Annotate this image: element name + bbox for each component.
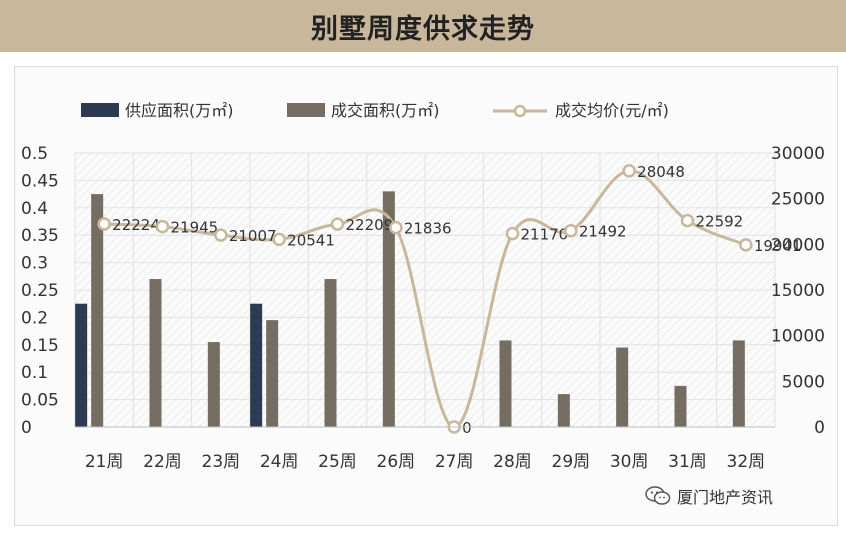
legend-swatch-supply (81, 103, 119, 117)
x-tick-label: 30周 (610, 452, 649, 472)
x-tick-label: 32周 (727, 452, 766, 472)
bar-supply-area (250, 303, 263, 427)
chart-title: 别墅周度供求走势 (311, 13, 535, 45)
x-tick-label: 21周 (85, 452, 124, 472)
bar-deal-area (732, 340, 745, 427)
legend-label-price: 成交均价(元/㎡) (555, 101, 669, 120)
y-left-tick-label: 0.2 (21, 308, 48, 328)
bar-deal-area (91, 194, 104, 427)
x-tick-label: 27周 (435, 452, 474, 472)
price-point (214, 228, 228, 242)
bar-deal-area (382, 191, 395, 427)
bar-deal-area (499, 340, 512, 427)
x-tick-label: 31周 (668, 452, 707, 472)
price-point (505, 226, 520, 241)
y-left-tick-label: 0.4 (21, 199, 48, 219)
price-point (622, 164, 636, 178)
y-right-tick-label: 5000 (782, 372, 825, 392)
price-data-label: 20541 (287, 231, 335, 249)
price-point (97, 217, 111, 231)
y-right-tick-label: 15000 (771, 281, 825, 301)
wechat-icon (645, 486, 671, 506)
y-right-tick-label: 20000 (771, 235, 825, 255)
price-data-label: 21836 (404, 220, 452, 238)
legend-label-supply: 供应面积(万㎡) (125, 101, 234, 120)
y-left-tick-label: 0.45 (21, 171, 59, 191)
x-tick-label: 29周 (552, 452, 591, 472)
x-tick-label: 24周 (260, 452, 299, 472)
chart-banner: 别墅周度供求走势 (0, 0, 846, 52)
legend-swatch-price-marker (513, 104, 527, 118)
price-point (680, 213, 695, 228)
price-point (564, 223, 578, 238)
y-right-tick-label: 30000 (771, 144, 825, 164)
y-right-tick-label: 10000 (771, 327, 825, 347)
x-tick-label: 26周 (377, 452, 416, 472)
price-data-label: 21492 (579, 223, 627, 241)
price-data-label: 22592 (696, 213, 744, 231)
x-tick-label: 23周 (202, 452, 241, 472)
y-left-tick-label: 0.35 (21, 226, 59, 246)
bar-deal-area (674, 385, 687, 427)
y-left-tick-label: 0.1 (21, 363, 48, 383)
price-data-label: 21007 (229, 227, 277, 245)
price-point (389, 220, 403, 235)
x-tick-label: 22周 (143, 452, 182, 472)
bar-deal-area (557, 394, 570, 427)
price-data-label: 21170 (521, 226, 569, 244)
chart-svg: 22224 21945 21007 20541 22209 21836 0 21170 2149… (21, 101, 825, 472)
price-data-label: 22224 (112, 216, 160, 234)
watermark-text: 厦门地产资讯 (677, 488, 774, 507)
bar-deal-area (207, 342, 220, 427)
legend-label-deal: 成交面积(万㎡) (331, 101, 440, 120)
price-point (330, 217, 345, 231)
bar-deal-area (616, 347, 629, 427)
price-data-label: 0 (462, 419, 472, 437)
y-left-tick-label: 0 (21, 418, 32, 438)
bar-deal-area (149, 279, 162, 427)
y-left-tick-label: 0.25 (21, 281, 59, 301)
price-point (272, 232, 286, 247)
price-data-label: 19941 (754, 237, 802, 255)
bar-supply-area (75, 303, 88, 427)
source-watermark: 厦门地产资讯 (645, 484, 773, 508)
x-tick-label: 25周 (318, 452, 357, 472)
chart-frame: 22224 21945 21007 20541 22209 21836 0 21170 2149… (14, 66, 838, 526)
price-data-label: 22209 (346, 216, 394, 234)
y-left-tick-label: 0.3 (21, 254, 48, 274)
y-left-tick-label: 0.15 (21, 336, 59, 356)
x-tick-label: 28周 (493, 452, 532, 472)
y-right-tick-label: 25000 (771, 190, 825, 210)
bar-deal-area (324, 279, 337, 427)
bar-deal-area (266, 320, 279, 427)
price-point (739, 238, 753, 252)
legend-swatch-deal (287, 103, 325, 117)
y-left-tick-label: 0.5 (21, 144, 48, 164)
price-data-label: 21945 (171, 219, 219, 237)
y-right-tick-label: 0 (814, 418, 825, 438)
price-point (155, 219, 170, 234)
price-data-label: 28048 (637, 163, 685, 181)
y-left-tick-label: 0.05 (21, 391, 59, 411)
